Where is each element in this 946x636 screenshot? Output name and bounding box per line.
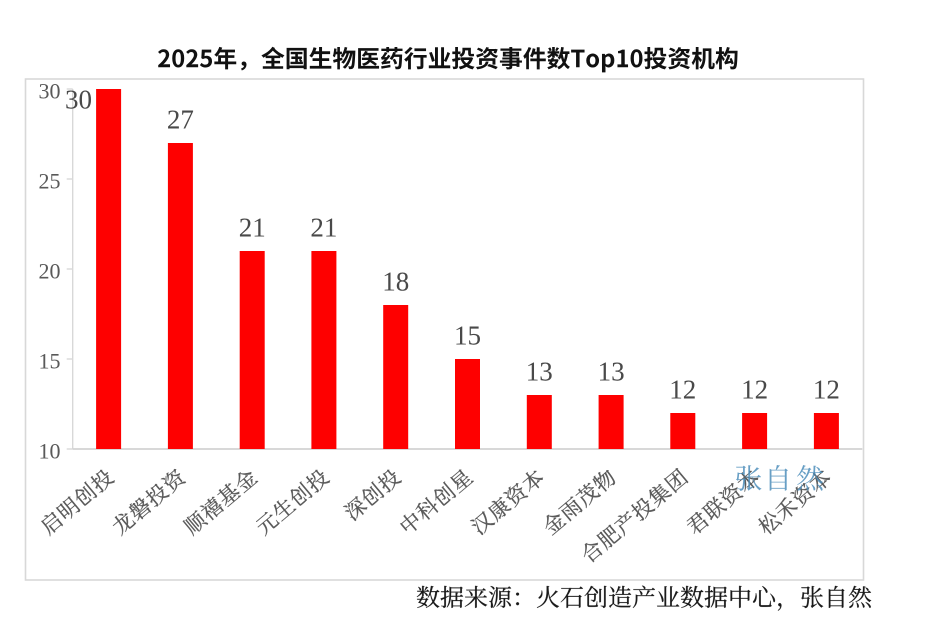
svg-text:13: 13	[526, 357, 553, 387]
svg-text:12: 12	[741, 375, 768, 405]
svg-text:12: 12	[669, 375, 696, 405]
svg-text:21: 21	[310, 213, 337, 243]
svg-text:21: 21	[239, 213, 266, 243]
svg-text:10: 10	[39, 438, 61, 463]
svg-text:18: 18	[382, 267, 409, 297]
svg-text:12: 12	[813, 375, 840, 405]
svg-text:27: 27	[167, 105, 194, 135]
svg-text:20: 20	[39, 258, 61, 283]
svg-text:15: 15	[454, 321, 481, 351]
svg-text:25: 25	[39, 168, 61, 193]
svg-text:15: 15	[39, 348, 61, 373]
svg-text:30: 30	[39, 78, 61, 103]
svg-text:30: 30	[65, 85, 92, 115]
svg-text:13: 13	[598, 357, 625, 387]
